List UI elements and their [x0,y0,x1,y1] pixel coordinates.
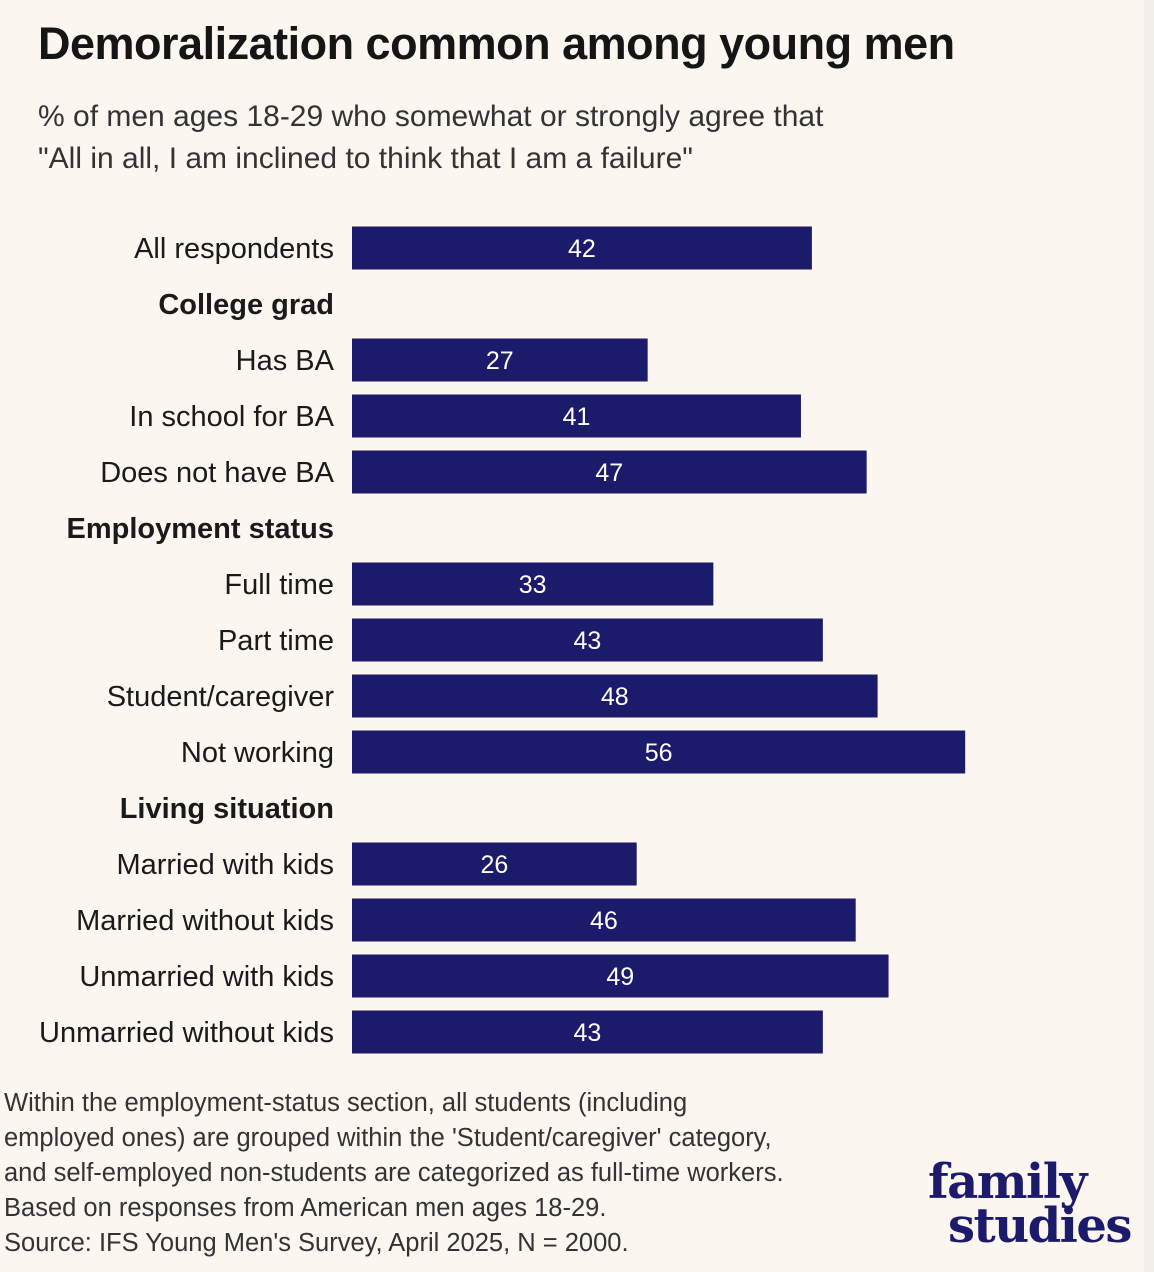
logo-line: studies [948,1198,1132,1254]
category-label: Not working [181,737,334,769]
category-label: Married without kids [76,905,334,937]
subtitle-line: "All in all, I am inclined to think that… [38,142,693,175]
category-label: All respondents [134,233,334,265]
data-label: 56 [645,739,673,767]
data-label: 46 [590,907,618,935]
data-label: 33 [519,571,547,599]
subtitle-line: % of men ages 18-29 who somewhat or stro… [38,100,824,133]
category-label: In school for BA [129,401,334,433]
bar [352,394,801,438]
data-label: 43 [574,627,602,655]
bar [352,674,878,718]
bar-chart: All respondents 42 College grad Has BA 27 In … [39,226,966,1054]
category-label: Unmarried with kids [79,961,334,993]
note-line: Based on responses from American men age… [4,1194,607,1222]
bar [352,954,889,998]
chart-subtitle: % of men ages 18-29 who somewhat or stro… [38,96,1038,180]
category-label: Full time [224,569,334,601]
bar [352,730,966,774]
category-label: Does not have BA [100,457,334,489]
note-line: Within the employment-status section, al… [4,1089,688,1117]
data-label: 49 [606,963,634,991]
category-label: Unmarried without kids [39,1017,334,1049]
section-header: Living situation [120,793,334,825]
page-edge [1144,0,1154,1272]
chart-notes: Within the employment-status section, al… [4,1086,784,1261]
note-line: and self-employed non-students are categ… [4,1159,784,1187]
data-label: 42 [568,235,596,263]
data-label: 41 [563,403,591,431]
bar [352,562,714,606]
bar [352,450,867,494]
section-header: Employment status [67,513,335,545]
bar [352,338,648,382]
note-line: employed ones) are grouped within the 'S… [4,1124,772,1152]
data-label: 27 [486,347,514,375]
family-studies-logo: family studies [928,1154,1132,1254]
data-label: 26 [480,851,508,879]
data-label: 43 [574,1019,602,1047]
bar [352,1010,823,1054]
category-label: Has BA [236,345,335,377]
data-label: 47 [595,459,623,487]
category-label: Part time [218,625,334,657]
bar [352,898,856,942]
category-label: Married with kids [116,849,334,881]
category-label: Student/caregiver [107,681,335,713]
logo-line: family [928,1154,1087,1210]
data-label: 48 [601,683,629,711]
section-header: College grad [158,289,334,321]
bar [352,618,823,662]
chart-title: Demoralization common among young men [38,18,955,69]
bar [352,226,812,270]
bar [352,842,637,886]
source-line: Source: IFS Young Men's Survey, April 20… [4,1229,629,1257]
